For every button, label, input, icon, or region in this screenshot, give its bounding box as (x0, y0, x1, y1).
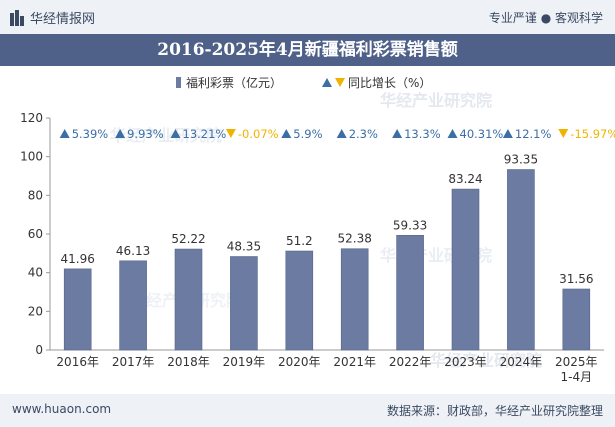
y-tick-label: 20 (28, 304, 43, 318)
site-logo[interactable]: 华经情报网 (10, 8, 95, 27)
growth-up-triangle-icon (502, 129, 513, 138)
chart-title: 2016-2025年4月新疆福利彩票销售额 (0, 34, 615, 66)
bar-value-label: 46.13 (116, 244, 150, 258)
bar-value-label: 52.22 (171, 232, 205, 246)
growth-label: 5.39% (72, 127, 109, 141)
y-tick-label: 100 (20, 150, 43, 164)
growth-label: -0.07% (238, 127, 279, 141)
legend-bar-swatch (176, 77, 181, 88)
bar-value-label: 31.56 (559, 272, 593, 286)
growth-label: -15.97% (570, 127, 615, 141)
x-tick-label: 2022年 (389, 355, 432, 369)
growth-label: 2.3% (349, 127, 378, 141)
bar (119, 260, 147, 351)
bar (340, 248, 369, 351)
bar (451, 188, 480, 351)
top-bar: 华经情报网 专业严谨 ● 客观科学 (0, 0, 615, 34)
watermark-text: 华经产业研究院 (110, 126, 222, 145)
bar (507, 169, 535, 351)
y-tick-label: 60 (28, 227, 43, 241)
x-tick-label: 2021年 (333, 355, 376, 369)
growth-label: 12.1% (515, 127, 552, 141)
x-tick-label: 2017年 (112, 355, 155, 369)
bar-value-label: 52.38 (338, 232, 372, 246)
growth-label: 13.21% (183, 127, 227, 141)
growth-up-triangle-icon (281, 129, 292, 138)
bar (562, 288, 591, 351)
x-tick-label: 2024年 (500, 355, 543, 369)
y-tick-label: 40 (28, 266, 43, 280)
x-tick-label: 2019年 (223, 355, 266, 369)
legend-down-triangle-icon (335, 78, 345, 87)
bar-value-label: 83.24 (448, 172, 482, 186)
logo-icon (10, 9, 24, 26)
bar (396, 234, 424, 351)
x-tick-label: 2016年 (56, 355, 99, 369)
bar (230, 256, 258, 351)
x-tick-label: 2018年 (167, 355, 210, 369)
tagline: 专业严谨 ● 客观科学 (488, 11, 603, 25)
bar-value-label: 41.96 (61, 252, 95, 266)
bar (174, 248, 203, 351)
legend-label-growth: 同比增长（%） (348, 76, 431, 90)
x-tick-label: 1-4月 (560, 370, 592, 384)
footer-url[interactable]: www.huaon.com (12, 402, 112, 416)
growth-up-triangle-icon (115, 129, 126, 138)
watermark-text: 华经产业研究院 (430, 351, 542, 370)
chart-svg: 华经产业研究院华经产业研究院华经产业研究院华经产业研究院华经产业研究院福利彩票（… (20, 75, 615, 384)
growth-down-triangle-icon (558, 129, 569, 138)
bar-value-label: 51.2 (286, 234, 313, 248)
growth-label: 5.9% (293, 127, 322, 141)
y-tick-label: 0 (35, 343, 43, 357)
bar (63, 268, 92, 351)
site-name: 华经情报网 (30, 12, 96, 27)
growth-label: 9.93% (127, 127, 164, 141)
y-tick-label: 80 (28, 188, 43, 202)
legend-label-bar: 福利彩票（亿元） (186, 75, 282, 90)
growth-up-triangle-icon (170, 129, 181, 138)
growth-up-triangle-icon (392, 129, 403, 138)
chart-area: 华经产业研究院华经产业研究院华经产业研究院华经产业研究院华经产业研究院福利彩票（… (0, 66, 615, 394)
legend-up-triangle-icon (322, 78, 332, 87)
growth-up-triangle-icon (336, 129, 347, 138)
growth-down-triangle-icon (225, 129, 236, 138)
growth-up-triangle-icon (447, 129, 458, 138)
growth-label: 13.3% (404, 127, 441, 141)
growth-up-triangle-icon (59, 129, 70, 138)
growth-label: 40.31% (460, 127, 504, 141)
x-tick-label: 2020年 (278, 355, 321, 369)
footer-source: 数据来源：财政部，华经产业研究院整理 (386, 404, 603, 418)
bar-value-label: 93.35 (504, 153, 538, 167)
bar (285, 250, 314, 351)
bar-value-label: 59.33 (393, 218, 427, 232)
bar-value-label: 48.35 (227, 240, 261, 254)
x-tick-label: 2023年 (444, 355, 487, 369)
footer-bar: www.huaon.com 数据来源：财政部，华经产业研究院整理 (0, 394, 615, 427)
x-tick-label: 2025年 (555, 355, 598, 369)
y-tick-label: 120 (20, 111, 43, 125)
watermark-text: 华经产业研究院 (380, 91, 492, 110)
